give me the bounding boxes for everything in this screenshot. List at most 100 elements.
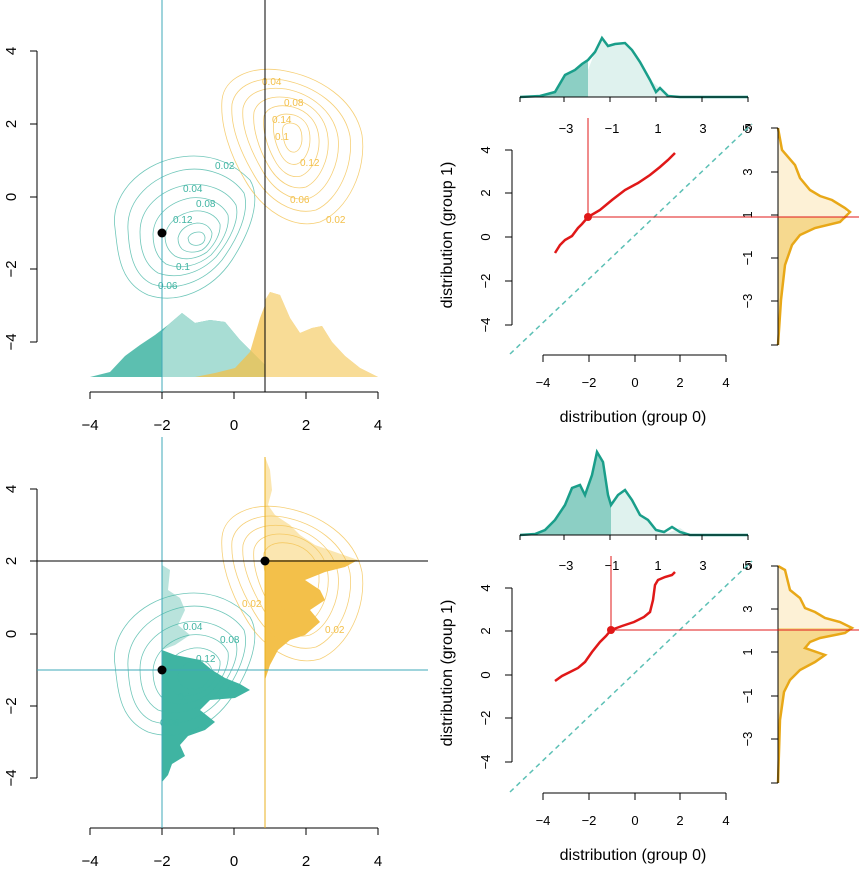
br-toptick-m3: −3 [559, 558, 574, 573]
tr-xtick-m2: −2 [582, 375, 597, 390]
tl-xtick-m4: −4 [81, 417, 98, 434]
tr-xtick-2: 2 [676, 375, 683, 390]
bl-point-group1 [260, 556, 270, 566]
tr-xtick-0: 0 [631, 375, 638, 390]
tr-top-density-light [588, 38, 680, 97]
tl-contours-group0 [114, 155, 256, 299]
bl-c0-lbl-4: 0.1 [178, 692, 192, 703]
bl-xtick-m2: −2 [153, 853, 170, 870]
tr-sidetick-m1: −1 [740, 251, 755, 266]
tl-density-group0-light [162, 313, 310, 377]
br-ytick-4: 4 [478, 584, 493, 591]
br-ytick-0: 0 [478, 671, 493, 678]
tr-sidetick-m3: −3 [740, 294, 755, 309]
tr-ytick-4: 4 [478, 146, 493, 153]
tl-contours-group1 [221, 68, 364, 224]
tl-c1-lbl-6: 0.06 [290, 195, 310, 206]
panel-bottom-left: 4 2 0 −2 −4 −4 −2 0 2 4 0.04 0 [3, 437, 428, 870]
bl-density-group0-light [162, 565, 190, 650]
bl-c1-lbl-1: 0.02 [242, 599, 262, 610]
tr-toptick-m3: −3 [559, 121, 574, 136]
tl-c0-lbl-2: 0.04 [183, 184, 203, 195]
tr-xlabel: distribution (group 0) [560, 409, 707, 426]
tr-top-density-line [519, 35, 748, 99]
bl-xtick-4: 4 [374, 853, 382, 870]
tl-c0-lbl-4: 0.12 [173, 215, 193, 226]
br-xtick-m2: −2 [582, 813, 597, 828]
tl-c1-lbl-7: 0.02 [326, 215, 346, 226]
tl-c0-lbl-1: 0.02 [215, 161, 235, 172]
tl-c0-lbl-6: 0.06 [158, 281, 178, 292]
br-ylabel: distribution (group 1) [439, 600, 456, 747]
bl-contours-group0 [114, 592, 256, 736]
tl-xtick-m2: −2 [153, 417, 170, 434]
tr-top-density-dark [520, 60, 588, 97]
tl-c1-lbl-2: 0.08 [284, 98, 304, 109]
bl-c0-lbl-5: 0.06 [160, 718, 180, 729]
tl-c1-lbl-4: 0.1 [275, 132, 289, 143]
tl-xtick-0: 0 [230, 417, 238, 434]
br-toptick-1: 1 [654, 558, 661, 573]
tr-toptick-1: 1 [654, 121, 661, 136]
bl-point-group0 [157, 665, 167, 675]
tr-toptick-m1: −1 [605, 121, 620, 136]
br-top-density-light [611, 490, 690, 535]
br-sidetick-1: 1 [740, 648, 755, 655]
tr-ytick-m4: −4 [478, 318, 493, 333]
bl-density-group1-light [265, 457, 358, 560]
br-top-density-line [519, 448, 748, 537]
br-ytick-m4: −4 [478, 755, 493, 770]
tl-c0-lbl-5: 0.1 [176, 262, 190, 273]
tl-c1-lbl-3: 0.14 [272, 115, 292, 126]
bl-ytick-m2: −2 [3, 697, 20, 714]
tl-xtick-4: 4 [374, 417, 382, 434]
br-xtick-0: 0 [631, 813, 638, 828]
br-sidetick-3: 3 [740, 605, 755, 612]
bl-c1-lbl-2: 0.02 [325, 625, 345, 636]
br-side-density-line [776, 564, 855, 784]
bl-xtick-m4: −4 [81, 853, 98, 870]
br-xlabel: distribution (group 0) [560, 847, 707, 864]
br-qq-curve [554, 571, 676, 683]
tl-xtick-2: 2 [302, 417, 310, 434]
tl-ytick-2: 2 [3, 120, 20, 128]
br-ytick-m2: −2 [478, 711, 493, 726]
br-sidetick-m1: −1 [740, 689, 755, 704]
tr-ytick-2: 2 [478, 189, 493, 196]
tl-ytick-4: 4 [3, 47, 20, 55]
br-xtick-4: 4 [722, 813, 729, 828]
br-point [607, 626, 615, 634]
tr-side-density-dark [778, 217, 848, 345]
bl-xtick-2: 2 [302, 853, 310, 870]
br-xtick-m4: −4 [536, 813, 551, 828]
tl-c1-lbl-1: 0.04 [262, 77, 282, 88]
tr-toptick-3: 3 [699, 121, 706, 136]
br-side-density-light [778, 566, 852, 628]
tr-side-density-light [778, 128, 848, 217]
br-top-density-dark [520, 452, 611, 535]
panel-top-left: 4 2 0 −2 −4 −4 −2 0 2 4 0.02 [3, 0, 382, 434]
bl-ytick-4: 4 [3, 485, 20, 493]
tr-xtick-4: 4 [722, 375, 729, 390]
tl-c1-lbl-5: 0.12 [300, 158, 320, 169]
tr-point [584, 213, 592, 221]
br-xtick-2: 2 [676, 813, 683, 828]
br-toptick-m1: −1 [605, 558, 620, 573]
br-ytick-2: 2 [478, 627, 493, 634]
bl-c0-lbl-2: 0.08 [220, 635, 240, 646]
bl-c0-lbl-1: 0.04 [183, 622, 203, 633]
tr-xtick-m4: −4 [536, 375, 551, 390]
tr-ytick-m2: −2 [478, 274, 493, 289]
tl-ytick-m2: −2 [3, 260, 20, 277]
panel-top-right: −3 −1 1 3 5 5 3 1 −1 −3 4 2 0 −2 −4 [439, 35, 859, 426]
br-side-density-dark [778, 628, 852, 783]
bl-contours-group1 [221, 505, 364, 661]
tl-point [157, 228, 167, 238]
br-diagonal [509, 560, 753, 793]
tr-sidetick-1: 1 [740, 211, 755, 218]
br-sidetick-m3: −3 [740, 732, 755, 747]
tr-sidetick-3: 3 [740, 168, 755, 175]
tl-ytick-m4: −4 [3, 333, 20, 350]
bl-density-group0-fill [162, 650, 250, 782]
